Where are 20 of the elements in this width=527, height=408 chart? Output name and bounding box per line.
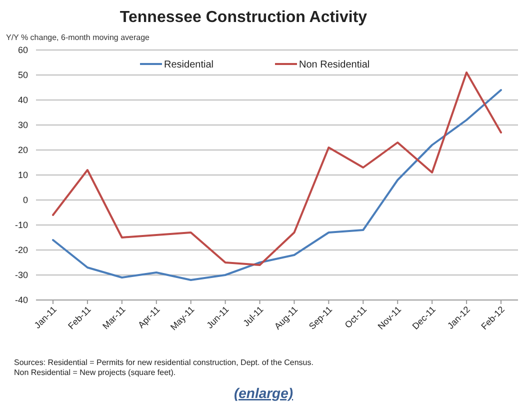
legend-label: Residential — [164, 60, 214, 70]
y-tick-label: 0 — [22, 195, 28, 205]
y-tick-label: 60 — [18, 45, 28, 55]
text: Non Residential = New projects (square feet). — [14, 368, 176, 377]
legend-label: Non Residential — [299, 60, 370, 70]
chart-subtitle: Y/Y % change, 6-month moving average — [6, 33, 150, 42]
y-tick-label: -30 — [14, 270, 28, 280]
y-tick-label: 20 — [18, 145, 28, 155]
text: (enlarge) — [234, 385, 294, 401]
y-tick-label: 10 — [18, 170, 28, 180]
line-series — [52, 89, 502, 281]
chart-title: Tennessee Construction Activity — [120, 9, 368, 26]
y-tick-label: 40 — [18, 95, 28, 105]
y-tick-label: -10 — [14, 220, 28, 230]
y-tick-label: -40 — [14, 295, 28, 305]
y-tick-label: 50 — [18, 70, 28, 80]
y-tick-label: 30 — [18, 120, 28, 130]
source-note: Sources: Residential = Permits for new residential construction, Dept. of the Census. — [14, 358, 314, 367]
line-series — [52, 72, 502, 266]
y-tick-label: -20 — [14, 245, 28, 255]
